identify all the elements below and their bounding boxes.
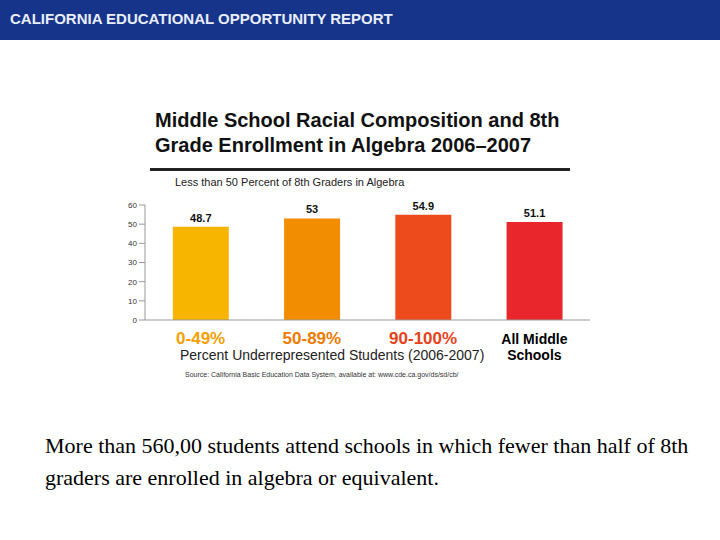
svg-text:20: 20 bbox=[128, 278, 137, 287]
html-text:Less than 50 Percent of 8th Gr: Less than 50 Percent of 8th Graders in A… bbox=[175, 176, 405, 188]
svg-text:54.9: 54.9 bbox=[413, 200, 434, 212]
svg-text:50: 50 bbox=[128, 220, 137, 229]
svg-text:30: 30 bbox=[128, 258, 137, 267]
svg-text:0: 0 bbox=[133, 316, 138, 325]
svg-text:53: 53 bbox=[306, 203, 318, 215]
svg-text:All MiddleSchools: All MiddleSchools bbox=[501, 331, 567, 363]
svg-text:48.7: 48.7 bbox=[190, 212, 211, 224]
svg-text:51.1: 51.1 bbox=[524, 207, 545, 219]
html-text:More than 560,00 students atte: More than 560,00 students attend schools… bbox=[45, 433, 689, 490]
svg-text:60: 60 bbox=[128, 201, 137, 210]
html-text:Percent Underrepresented Stude: Percent Underrepresented Students (2006-… bbox=[180, 347, 485, 363]
svg-text:90-100%: 90-100% bbox=[389, 329, 457, 348]
html-text:Middle School Racial Compositi: Middle School Racial Composition and 8th… bbox=[155, 109, 560, 156]
html-text:CALIFORNIA EDUCATIONAL OPPORTU: CALIFORNIA EDUCATIONAL OPPORTUNITY REPOR… bbox=[10, 10, 393, 27]
svg-text:40: 40 bbox=[128, 239, 137, 248]
svg-text:50-89%: 50-89% bbox=[283, 329, 342, 348]
svg-text:0-49%: 0-49% bbox=[176, 329, 225, 348]
svg-text:10: 10 bbox=[128, 297, 137, 306]
html-text:Source: California Basic Educa: Source: California Basic Education Data … bbox=[185, 371, 459, 378]
